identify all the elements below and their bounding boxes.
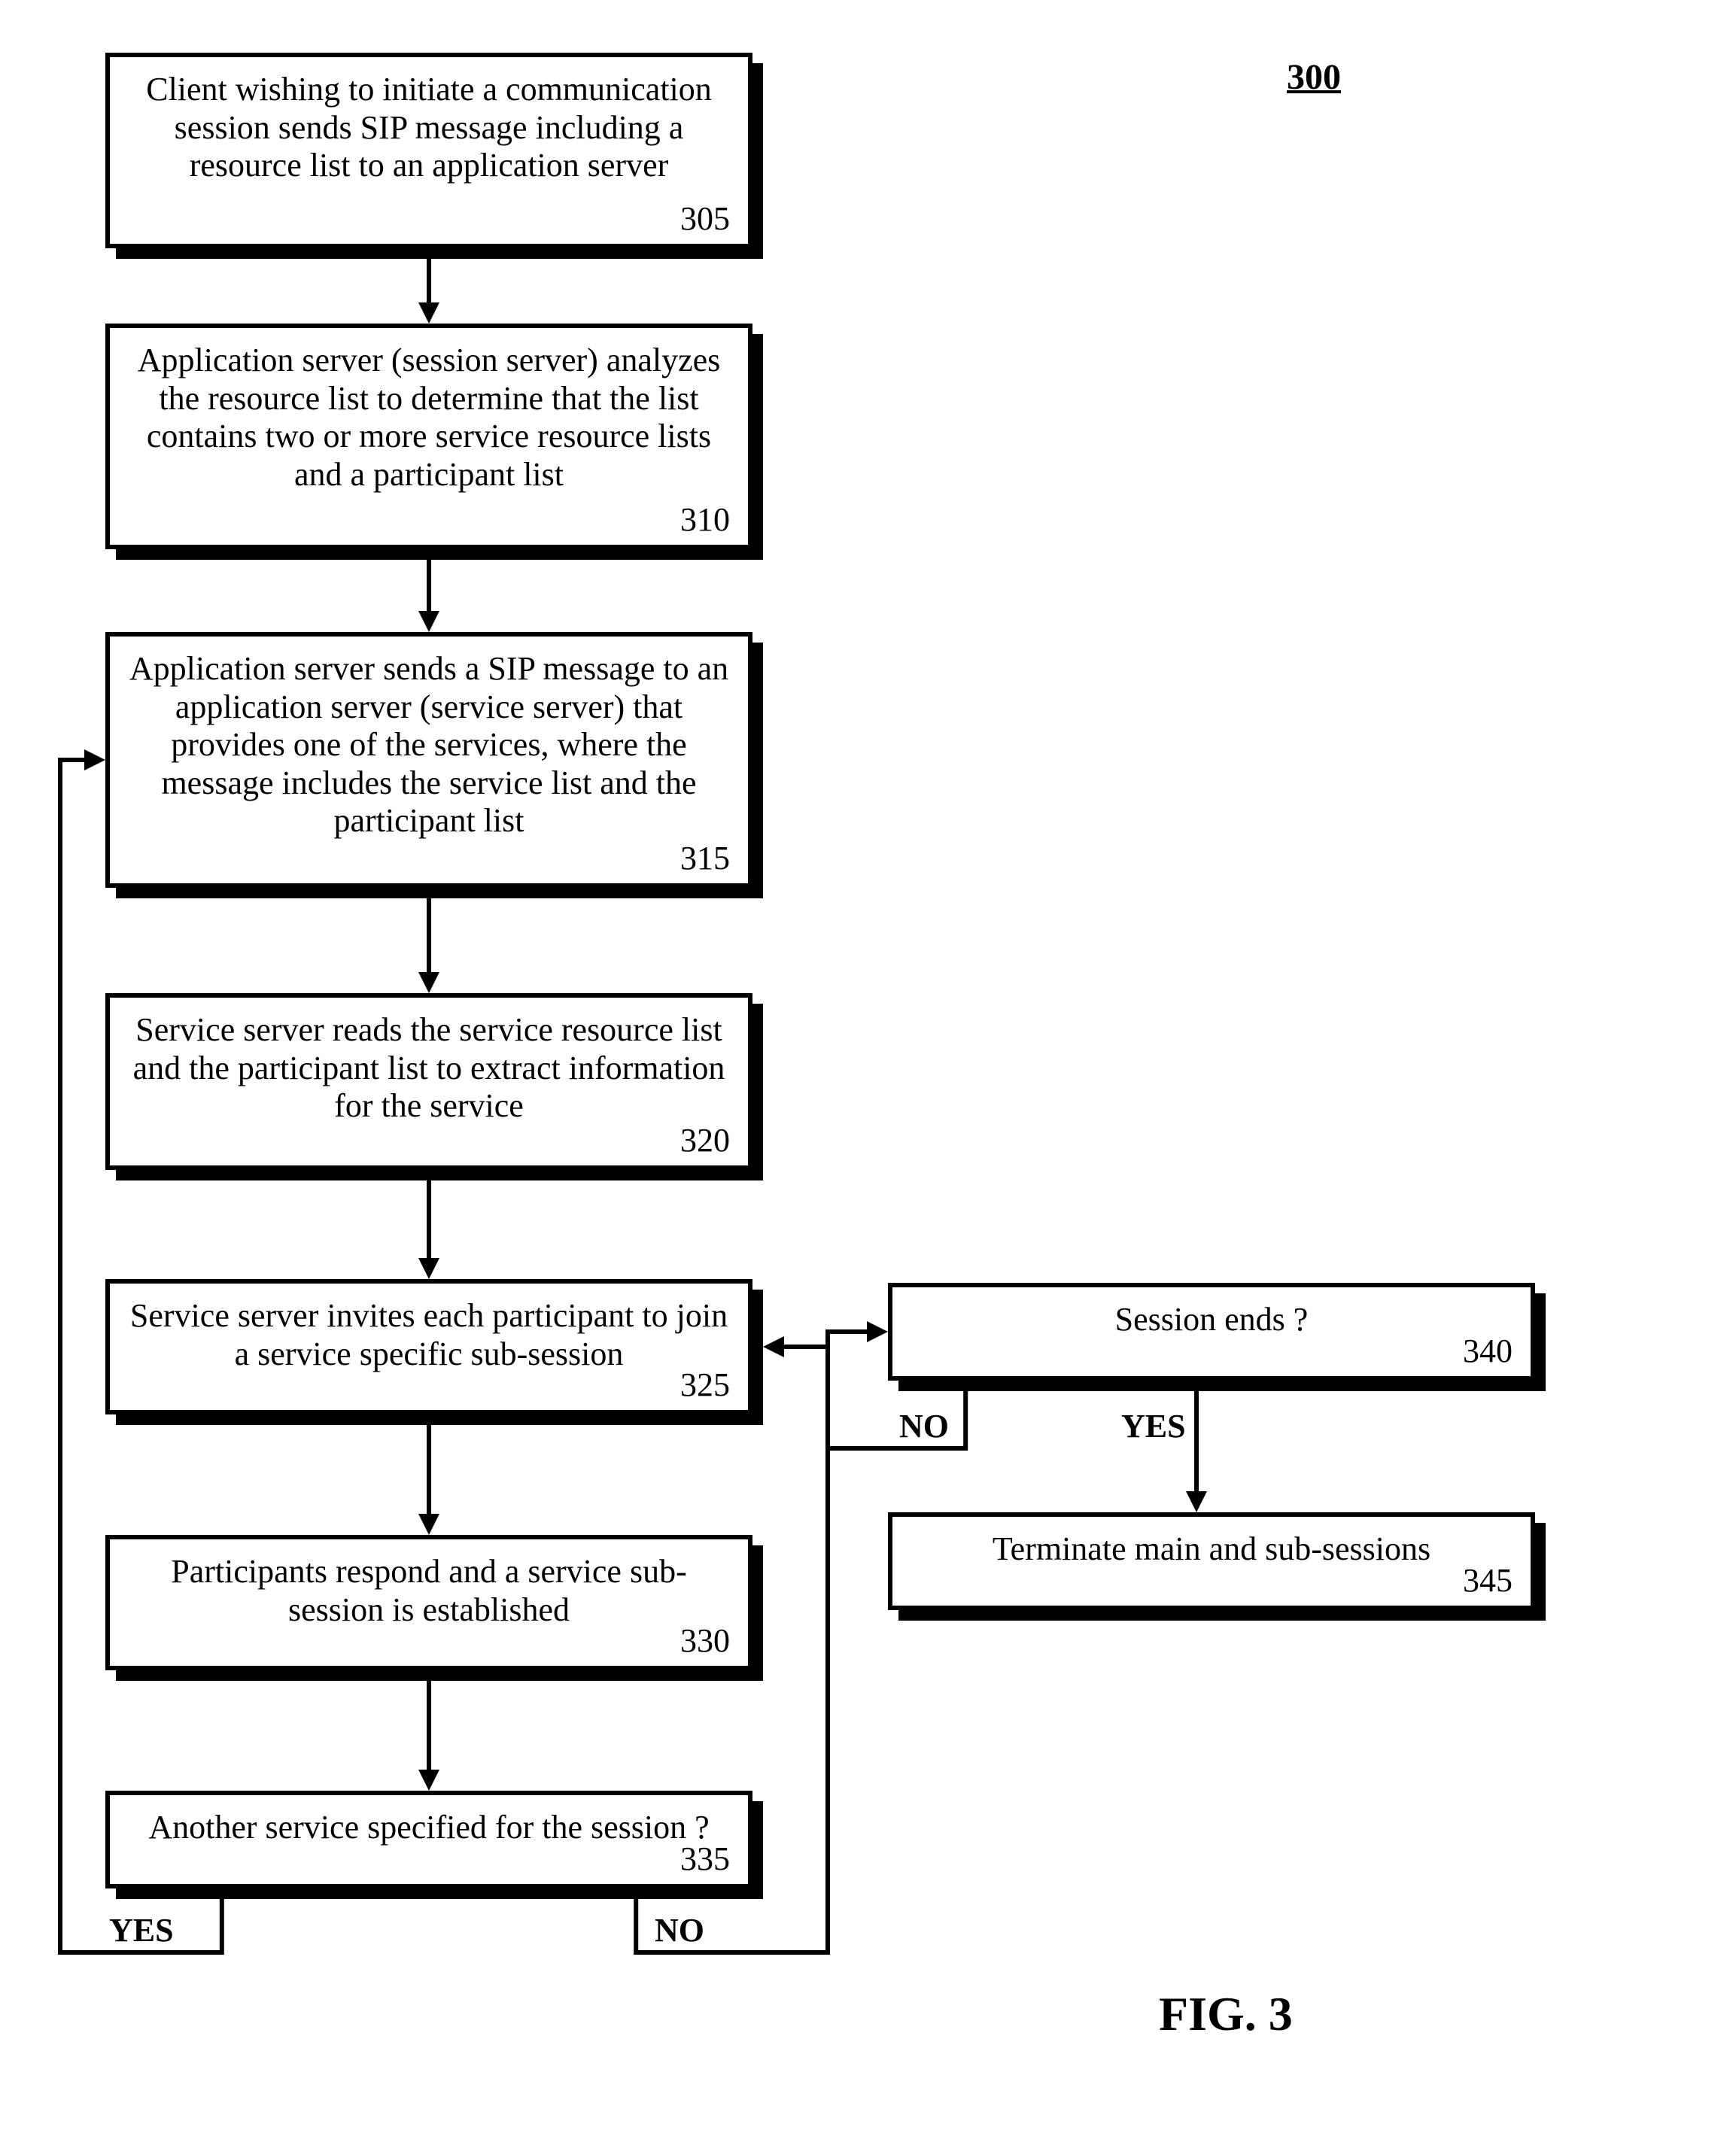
decision-label-yes340: YES	[1121, 1407, 1186, 1445]
decision-label-no340: NO	[899, 1407, 949, 1445]
box-number: 330	[680, 1621, 730, 1660]
figure-number: 300	[1287, 56, 1341, 98]
box-text: Application server sends a SIP message t…	[110, 650, 748, 840]
box-text: Participants respond and a service sub-s…	[110, 1553, 748, 1629]
box-text: Terminate main and sub-sessions	[892, 1530, 1531, 1569]
box-text: Service server invites each participant …	[110, 1297, 748, 1373]
flowchart-box-b340: Session ends ?340	[888, 1283, 1546, 1391]
flowchart-box-b335: Another service specified for the sessio…	[105, 1791, 763, 1899]
box-text: Application server (session server) anal…	[110, 342, 748, 494]
box-number: 335	[680, 1840, 730, 1878]
box-number: 340	[1463, 1332, 1513, 1370]
flowchart-box-b325: Service server invites each participant …	[105, 1279, 763, 1425]
decision-label-no335: NO	[655, 1911, 704, 1949]
box-text: Service server reads the service resourc…	[110, 1011, 748, 1126]
box-number: 310	[680, 500, 730, 539]
flowchart-box-b345: Terminate main and sub-sessions345	[888, 1512, 1546, 1621]
figure-caption: FIG. 3	[1159, 1986, 1293, 2042]
flowchart-box-b305: Client wishing to initiate a communicati…	[105, 53, 763, 259]
flowchart-box-b330: Participants respond and a service sub-s…	[105, 1535, 763, 1681]
flowchart-box-b320: Service server reads the service resourc…	[105, 993, 763, 1180]
decision-label-yes335: YES	[109, 1911, 174, 1949]
flowchart-canvas: 300 FIG. 3 Client wishing to initiate a …	[0, 0, 1736, 2130]
box-number: 345	[1463, 1561, 1513, 1600]
box-text: Another service specified for the sessio…	[110, 1809, 748, 1847]
box-text: Client wishing to initiate a communicati…	[110, 71, 748, 185]
flowchart-box-b315: Application server sends a SIP message t…	[105, 632, 763, 898]
box-text: Session ends ?	[892, 1301, 1531, 1339]
box-number: 325	[680, 1366, 730, 1404]
box-number: 320	[680, 1121, 730, 1159]
box-number: 305	[680, 199, 730, 238]
box-number: 315	[680, 839, 730, 877]
flowchart-box-b310: Application server (session server) anal…	[105, 324, 763, 560]
